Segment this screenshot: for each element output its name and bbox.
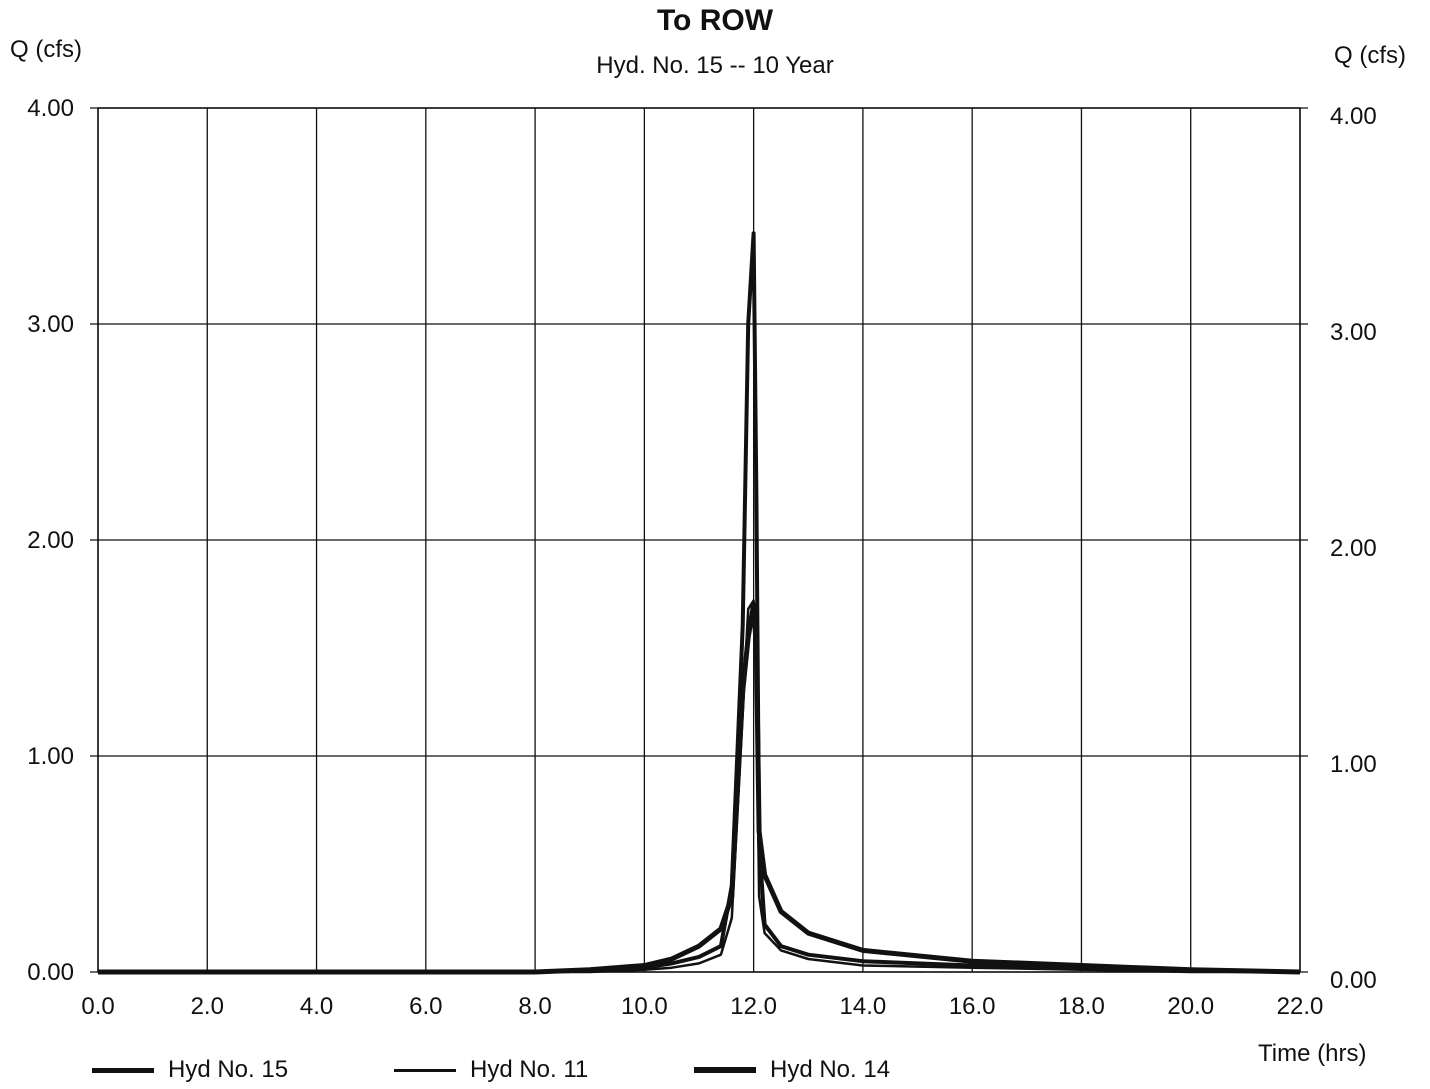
- x-tick-label: 2.0: [191, 993, 224, 1020]
- legend-item-hyd-11: Hyd No. 11: [394, 1056, 588, 1084]
- x-tick-label: 14.0: [840, 993, 887, 1020]
- legend-swatch-hyd-15: [92, 1067, 154, 1073]
- y-tick-label-right: 3.00: [1330, 319, 1377, 346]
- y-tick-label-right: 0.00: [1330, 967, 1377, 994]
- series-line-3: [98, 602, 1301, 975]
- y-tick-label-right: 2.00: [1330, 535, 1377, 562]
- x-tick-label: 10.0: [621, 993, 668, 1020]
- x-tick-label: 6.0: [409, 993, 442, 1020]
- legend-label-hyd-14: Hyd No. 14: [770, 1056, 891, 1083]
- x-tick-label: 0.0: [81, 993, 114, 1020]
- legend-item-hyd-15: Hyd No. 15: [92, 1056, 288, 1084]
- plot-frame: [97, 107, 1301, 973]
- legend-item-hyd-14: Hyd No. 14: [694, 1056, 890, 1084]
- x-tick-label: 4.0: [300, 993, 333, 1020]
- series-line-1: [98, 231, 1301, 974]
- y-tick-label-left: 1.00: [27, 743, 74, 770]
- x-tick-label: 18.0: [1058, 993, 1105, 1020]
- y-axis-label-right: Q (cfs): [1334, 42, 1406, 69]
- legend-swatch-hyd-11: [394, 1068, 456, 1072]
- y-tick-label-left: 2.00: [27, 527, 74, 554]
- x-tick-label: 8.0: [518, 993, 551, 1020]
- y-axis-label-left: Q (cfs): [10, 36, 82, 63]
- y-tick-label-left: 0.00: [27, 959, 74, 986]
- y-tick-label-right: 4.00: [1330, 103, 1377, 130]
- x-tick-label: 12.0: [730, 993, 777, 1020]
- grid: [90, 107, 1308, 973]
- x-tick-label: 22.0: [1277, 993, 1324, 1020]
- series-line-2: [98, 599, 1300, 974]
- y-tick-label-right: 1.00: [1330, 751, 1377, 778]
- y-tick-label-left: 3.00: [27, 311, 74, 338]
- series-lines: [98, 231, 1301, 975]
- y-tick-label-left: 4.00: [27, 95, 74, 122]
- legend-swatch-hyd-14: [694, 1067, 756, 1073]
- x-tick-label: 16.0: [949, 993, 996, 1020]
- tick-labels: 0.0 2.0 4.0 6.0 8.0 10.0 12.0 14.0 16.0 18.0 20.0 2…: [27, 95, 1376, 1020]
- legend-label-hyd-15: Hyd No. 15: [168, 1056, 289, 1083]
- chart-subtitle: Hyd. No. 15 -- 10 Year: [596, 52, 834, 79]
- legend-label-hyd-11: Hyd No. 11: [470, 1056, 589, 1083]
- chart-title: To ROW: [656, 4, 774, 37]
- x-axis-label: Time (hrs): [1258, 1040, 1367, 1067]
- x-tick-label: 20.0: [1167, 993, 1214, 1020]
